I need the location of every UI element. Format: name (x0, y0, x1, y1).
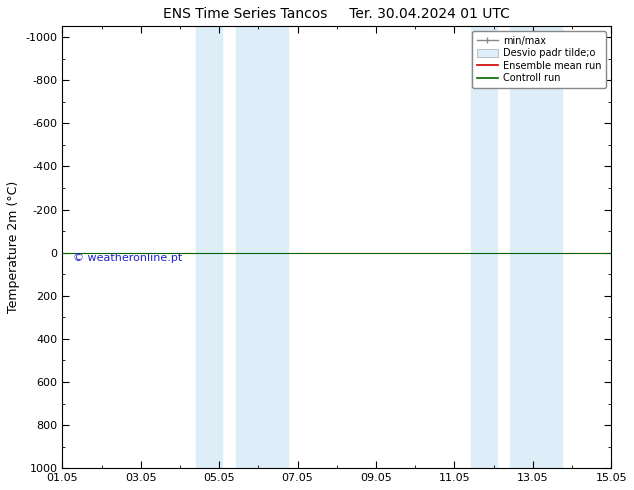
Legend: min/max, Desvio padr tilde;o, Ensemble mean run, Controll run: min/max, Desvio padr tilde;o, Ensemble m… (472, 31, 606, 88)
Text: © weatheronline.pt: © weatheronline.pt (74, 253, 183, 263)
Title: ENS Time Series Tancos     Ter. 30.04.2024 01 UTC: ENS Time Series Tancos Ter. 30.04.2024 0… (164, 7, 510, 21)
Bar (236, 26, 288, 468)
Bar (510, 26, 562, 468)
Bar (197, 26, 223, 468)
Y-axis label: Temperature 2m (°C): Temperature 2m (°C) (7, 181, 20, 314)
Bar (471, 26, 497, 468)
